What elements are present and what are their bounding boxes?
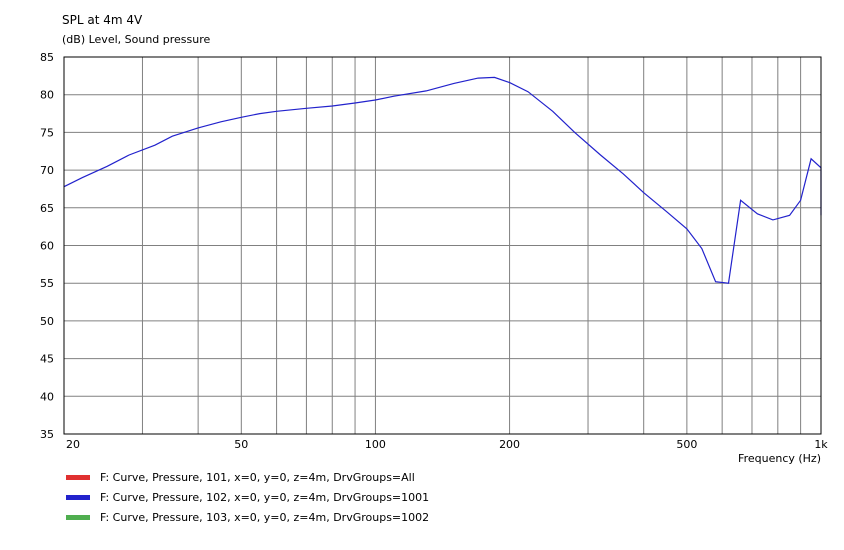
chart-title: SPL at 4m 4V [62,13,143,27]
legend-swatch [66,475,90,480]
legend: F: Curve, Pressure, 101, x=0, y=0, z=4m,… [66,471,429,524]
y-tick-label: 45 [40,353,54,366]
y-tick-label: 85 [40,51,54,64]
y-tick-label: 75 [40,126,54,139]
y-tick-label: 80 [40,89,54,102]
y-tick-label: 50 [40,315,54,328]
series-line-1 [63,76,822,284]
y-tick-label: 55 [40,277,54,290]
legend-label: F: Curve, Pressure, 102, x=0, y=0, z=4m,… [100,491,429,504]
x-tick-label: 20 [66,438,80,451]
x-axis-label: Frequency (Hz) [738,452,821,465]
x-tick-label: 100 [365,438,386,451]
axis-tick-labels: 35 40 45 50 55 60 65 70 75 80 85 20 50 100 200 500 1k [40,51,828,451]
x-tick-label: 500 [676,438,697,451]
legend-swatch [66,495,90,500]
plot-frame [63,56,822,435]
legend-label: F: Curve, Pressure, 103, x=0, y=0, z=4m,… [100,511,429,524]
series-layer [63,76,822,284]
y-tick-label: 60 [40,240,54,253]
legend-label: F: Curve, Pressure, 101, x=0, y=0, z=4m,… [100,471,415,484]
y-tick-label: 65 [40,202,54,215]
x-tick-label: 50 [234,438,248,451]
legend-swatch [66,515,90,520]
chart-subtitle: (dB) Level, Sound pressure [62,33,211,46]
y-tick-label: 40 [40,390,54,403]
y-tick-label: 70 [40,164,54,177]
x-tick-label: 200 [499,438,520,451]
x-tick-label: 1k [814,438,828,451]
y-tick-label: 35 [40,428,54,441]
grid [64,56,821,435]
